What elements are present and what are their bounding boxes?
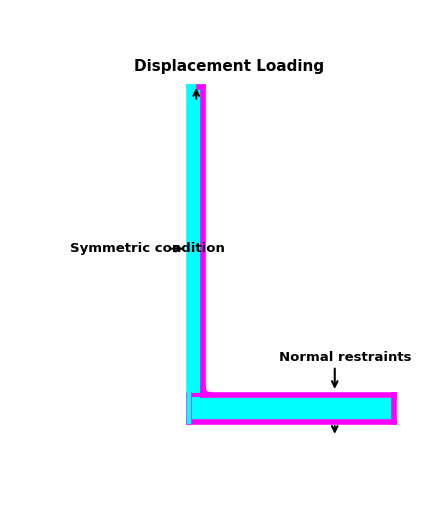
Text: Displacement Loading: Displacement Loading: [134, 59, 324, 74]
Bar: [189, 395, 394, 422]
Bar: [189, 87, 203, 395]
Text: Symmetric condition: Symmetric condition: [70, 242, 224, 255]
Text: Normal restraints: Normal restraints: [279, 351, 412, 364]
